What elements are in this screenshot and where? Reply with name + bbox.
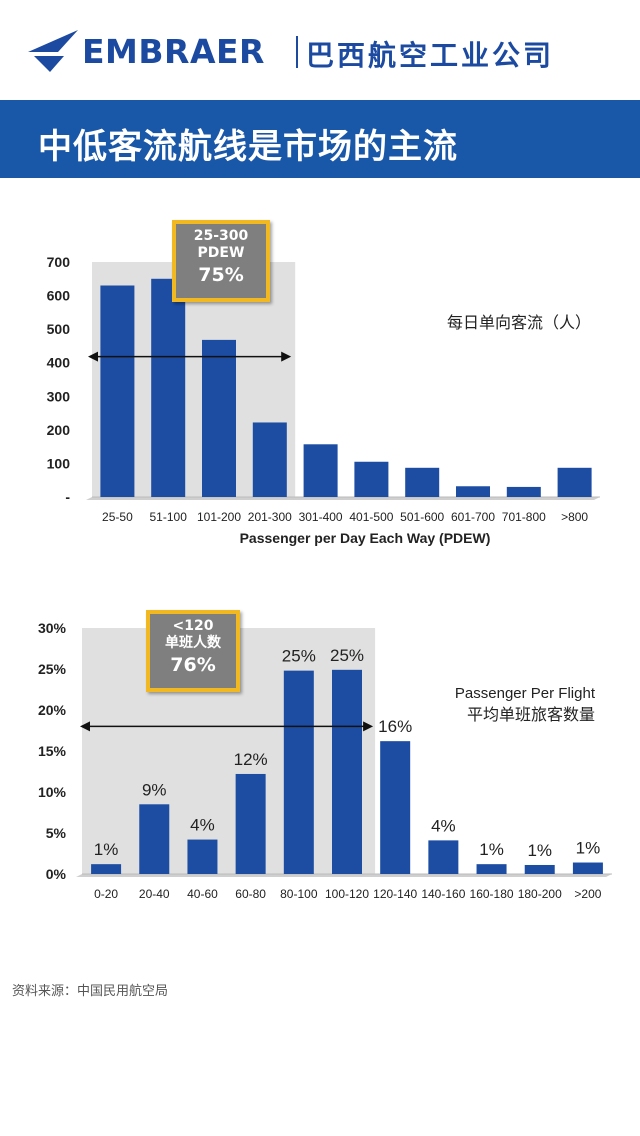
bar-701-800 bbox=[506, 486, 541, 497]
y-tick-label: 10% bbox=[38, 784, 67, 800]
x-tick-label: 20-40 bbox=[139, 887, 170, 901]
y-tick-label: 5% bbox=[46, 825, 67, 841]
data-label: 1% bbox=[94, 840, 119, 859]
data-label: 16% bbox=[378, 717, 412, 736]
header: EMBRAER 巴西航空工业公司 bbox=[0, 0, 640, 100]
bar-0-20 bbox=[91, 864, 122, 874]
x-tick-label: 51-100 bbox=[150, 510, 188, 524]
x-tick-label: 40-60 bbox=[187, 887, 218, 901]
range-arrow-right-head bbox=[281, 351, 292, 362]
x-tick-label: 301-400 bbox=[299, 510, 343, 524]
x-tick-label: 401-500 bbox=[349, 510, 393, 524]
flight-callout: <120 单班人数 76% bbox=[146, 610, 240, 692]
passenger-per-flight-chart: 0% 5% 10% 15% 20% 25% 30% 0-20 1% 20-40 9% 40-60 4% 6… bbox=[38, 620, 612, 901]
y-tick-label: 200 bbox=[47, 422, 71, 438]
data-label: 25% bbox=[282, 647, 316, 666]
embraer-logo-icon bbox=[28, 30, 78, 72]
callout-line1: 25-300 bbox=[193, 228, 249, 244]
x-tick-label: 25-50 bbox=[102, 510, 133, 524]
y-tick-label: 100 bbox=[47, 455, 71, 471]
callout-value: 75% bbox=[198, 264, 244, 286]
x-axis-label: Passenger per Day Each Way (PDEW) bbox=[240, 530, 491, 546]
x-tick-label: 140-160 bbox=[421, 887, 465, 901]
x-tick-label: 601-700 bbox=[451, 510, 495, 524]
legend-note-cn: 平均单班旅客数量 bbox=[467, 705, 595, 724]
bar-51-100 bbox=[151, 278, 186, 497]
bar-401-500 bbox=[354, 461, 389, 497]
bar-160-180 bbox=[476, 864, 507, 874]
y-tick-label: 300 bbox=[47, 388, 71, 404]
y-tick-label: 400 bbox=[47, 355, 71, 371]
data-label: 9% bbox=[142, 780, 167, 799]
x-tick-label: 101-200 bbox=[197, 510, 241, 524]
bar-301-400 bbox=[303, 444, 338, 497]
bar-25-50 bbox=[100, 285, 135, 497]
data-label: 4% bbox=[431, 816, 456, 835]
data-label: 1% bbox=[479, 840, 504, 859]
brand-name: EMBRAER bbox=[82, 32, 265, 71]
y-tick-label: 0% bbox=[46, 866, 67, 882]
bar-180-200 bbox=[524, 864, 555, 874]
x-tick-label: 501-600 bbox=[400, 510, 444, 524]
bar-60-80 bbox=[235, 773, 266, 874]
x-tick-label: 120-140 bbox=[373, 887, 417, 901]
bar-100-120 bbox=[332, 669, 362, 874]
callout-line2: PDEW bbox=[197, 245, 245, 261]
range-arrow-right-head bbox=[363, 721, 374, 732]
x-tick-label: 0-20 bbox=[94, 887, 118, 901]
callout-value: 76% bbox=[170, 654, 216, 676]
bar-80-100 bbox=[283, 670, 314, 874]
y-tick-label: 20% bbox=[38, 702, 67, 718]
x-tick-label: >200 bbox=[574, 887, 601, 901]
x-tick-label: 60-80 bbox=[235, 887, 266, 901]
data-label: 4% bbox=[190, 816, 215, 835]
callout-line1: <120 bbox=[172, 618, 214, 634]
x-tick-label: 180-200 bbox=[518, 887, 562, 901]
bar-501-600 bbox=[405, 467, 440, 497]
x-tick-label: 100-120 bbox=[325, 887, 369, 901]
y-tick-label: 500 bbox=[47, 321, 71, 337]
range-arrow-left-head bbox=[80, 721, 90, 732]
bar->800 bbox=[557, 467, 592, 497]
bar-201-300 bbox=[252, 422, 287, 497]
data-label: 25% bbox=[330, 646, 364, 665]
bar-101-200 bbox=[202, 339, 236, 497]
axis-floor bbox=[76, 874, 612, 877]
legend-note: 每日单向客流（人） bbox=[447, 313, 591, 332]
data-label: 12% bbox=[234, 750, 268, 769]
y-tick-label: 30% bbox=[38, 620, 67, 636]
data-label: 1% bbox=[576, 839, 601, 858]
page-title: 中低客流航线是市场的主流 bbox=[38, 127, 458, 167]
y-tick-label: 25% bbox=[38, 661, 67, 677]
x-tick-label: 80-100 bbox=[280, 887, 318, 901]
y-tick-label: 700 bbox=[47, 254, 71, 270]
brand-name-cn: 巴西航空工业公司 bbox=[306, 39, 555, 72]
range-arrow-left-head bbox=[88, 351, 98, 362]
y-tick-label: 15% bbox=[38, 743, 67, 759]
x-tick-label: 160-180 bbox=[470, 887, 514, 901]
x-tick-label: 201-300 bbox=[248, 510, 292, 524]
x-tick-label: >800 bbox=[561, 510, 588, 524]
y-tick-label: - bbox=[65, 489, 70, 505]
data-label: 1% bbox=[527, 841, 552, 860]
bar-40-60 bbox=[187, 839, 218, 874]
bar-120-140 bbox=[380, 741, 411, 874]
bar-140-160 bbox=[428, 840, 459, 874]
source-note: 资料来源：中国民用航空局 bbox=[12, 984, 169, 999]
bar-601-700 bbox=[456, 486, 490, 497]
legend-note-en: Passenger Per Flight bbox=[455, 685, 596, 702]
title-banner bbox=[0, 100, 640, 178]
y-tick-label: 600 bbox=[47, 288, 71, 304]
x-tick-label: 701-800 bbox=[502, 510, 546, 524]
callout-line2: 单班人数 bbox=[165, 635, 221, 651]
axis-floor bbox=[86, 497, 600, 500]
pdew-callout: 25-300 PDEW 75% bbox=[172, 220, 270, 302]
bar-20-40 bbox=[139, 804, 170, 874]
logo-divider bbox=[296, 36, 298, 68]
bar->200 bbox=[572, 862, 603, 874]
